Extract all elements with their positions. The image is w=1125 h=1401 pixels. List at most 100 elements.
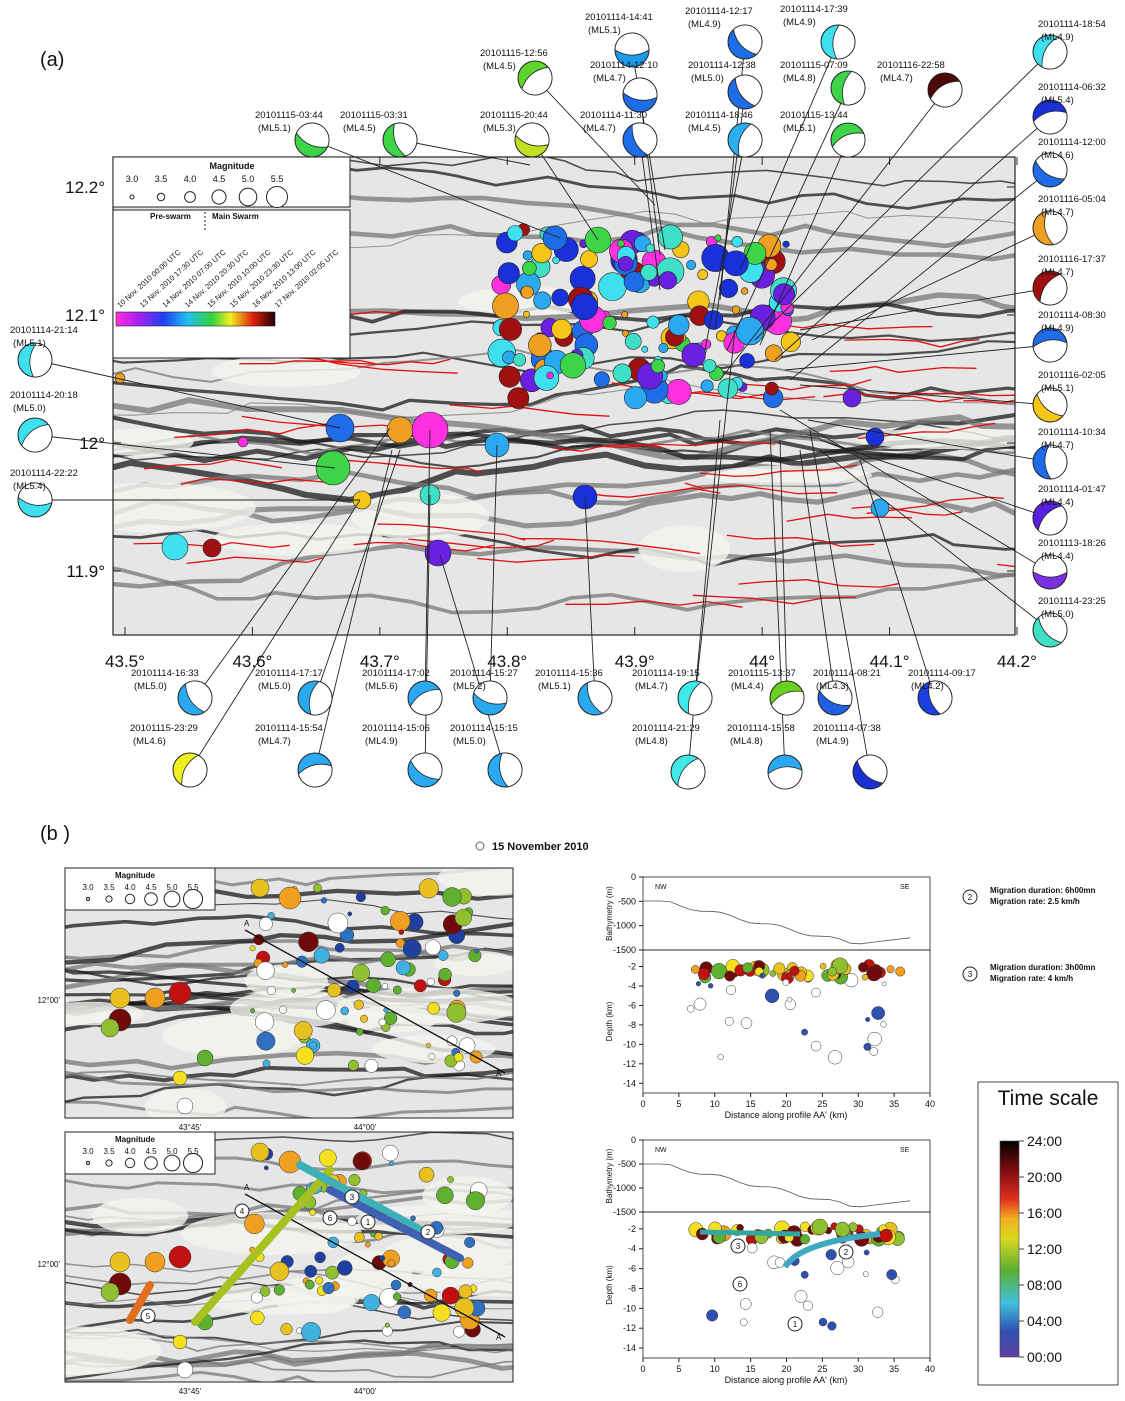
legend-phase: Pre-swarm [150, 212, 191, 221]
seafloor-ridge [65, 921, 513, 965]
event-label: 20101114-08:30 [1038, 310, 1106, 321]
fault-line [786, 513, 912, 522]
x-tick-label: 43.9° [615, 652, 655, 671]
earthquake [617, 239, 625, 248]
focal-mechanism-dilatation [856, 754, 888, 784]
y-tick-label: -8 [628, 1020, 636, 1030]
migration-duration: Migration duration: 6h00mn [990, 886, 1095, 895]
hypocenter [769, 970, 777, 977]
legend-symbol [105, 1159, 113, 1167]
legend-label: 5.0 [242, 174, 255, 184]
event-magnitude: (ML4.2) [911, 681, 944, 692]
smooth-plateau [212, 523, 384, 556]
colorbar-label: 20:00 [1027, 1169, 1062, 1185]
legend-label: 5.5 [271, 174, 284, 184]
fault-line [857, 422, 996, 440]
earthquake [382, 1144, 399, 1162]
panel-label: (a) [40, 49, 64, 71]
event-magnitude: (ML4.4) [731, 681, 764, 692]
fault-line [738, 579, 899, 588]
earthquake [719, 278, 739, 298]
bathymetry-map: A A' Magnitude 3.0 3.5 4.0 4.5 5.0 5.5 [65, 868, 513, 1118]
earthquake [622, 329, 629, 337]
legend-label: 3.5 [103, 883, 115, 892]
earthquake [352, 1152, 371, 1170]
leader-line [399, 139, 531, 166]
hypocenter [861, 973, 869, 981]
focal-mechanism-dilatation [410, 752, 443, 780]
earthquake [723, 250, 749, 277]
event-magnitude: (ML5.3) [483, 123, 516, 134]
earthquake [304, 1264, 318, 1278]
leader-line [784, 344, 1051, 371]
event-magnitude: (ML5.0) [134, 681, 167, 692]
event-label: 20101114-12:00 [1038, 137, 1106, 148]
leader-line [34, 434, 336, 469]
seafloor-ridge [113, 415, 1015, 462]
y-tick-label: 0 [631, 872, 636, 882]
event-label: 20101114-12:17 [685, 6, 753, 17]
event-label: 20101114-15:27 [450, 668, 518, 679]
earthquake [413, 979, 427, 993]
hypocenter [789, 965, 800, 976]
earthquake [144, 1251, 166, 1273]
x-tick-label: 15 [746, 1099, 756, 1109]
hypocenter [818, 1317, 828, 1327]
colorbar-label: 04:00 [1027, 1313, 1062, 1329]
focal-mechanism-dilatation [409, 689, 443, 716]
y-axis-label: Bathymetry (m) [605, 1148, 614, 1203]
section-end: NW [655, 884, 667, 891]
earthquake [381, 982, 389, 990]
event-magnitude: (ML4.8) [730, 736, 763, 747]
smooth-plateau [113, 428, 194, 456]
y-tick-label: -6 [628, 1264, 636, 1274]
earthquake [764, 344, 783, 363]
earthquake [646, 315, 660, 329]
focal-mechanism-dilatation [687, 681, 713, 716]
x-tick-label: 30 [853, 1099, 863, 1109]
migration-marker [322, 1210, 338, 1226]
hypocenter [690, 965, 700, 974]
migration-number: 3 [968, 970, 973, 979]
leader-line [819, 439, 1051, 519]
legend-symbol [211, 189, 227, 205]
migration-number: 1 [793, 1320, 798, 1329]
event-label: 20101114-15:36 [535, 668, 603, 679]
hypocenter [697, 967, 711, 981]
event-label: 20101114-17:02 [362, 668, 430, 679]
earthquake [418, 878, 439, 899]
earthquake [327, 912, 349, 934]
event-label: 20101114-01:47 [1038, 484, 1106, 495]
focal-mechanism-dilatation [1033, 110, 1068, 135]
legend-label: 5.5 [187, 883, 199, 892]
x-tick-label: 20 [781, 1099, 791, 1109]
earthquake [700, 379, 714, 393]
focal-mechanism-dilatation [631, 122, 658, 156]
earthquake [295, 1046, 315, 1065]
focal-mechanism-dilatation [928, 680, 953, 715]
hypocenter [858, 962, 869, 973]
y-tick-label: -10 [623, 1303, 636, 1313]
focal-mechanism-dilatation [17, 482, 53, 506]
event-magnitude: (ML4.6) [1041, 150, 1074, 161]
legend-title: Magnitude [210, 161, 255, 171]
leader-line [726, 87, 849, 351]
y-tick-label: -1000 [613, 1183, 636, 1193]
earthquake [432, 1267, 442, 1278]
migration-marker [732, 1276, 748, 1292]
y-tick-label: -500 [618, 896, 636, 906]
event-label: 20101114-16:33 [131, 668, 199, 679]
bathymetry-frame [642, 876, 931, 951]
earthquake [645, 243, 655, 254]
earthquake [390, 1279, 402, 1291]
leader-line [424, 429, 431, 699]
fault-line [377, 523, 526, 541]
earthquake [447, 1176, 454, 1183]
legend-label: 4.5 [213, 174, 226, 184]
focal-mechanism-dilatation [21, 424, 53, 453]
focal-mechanism-dilatation [1041, 36, 1068, 70]
fault-line [143, 458, 283, 470]
colorbar-label: 12:00 [1027, 1241, 1062, 1257]
hypocenter [802, 1300, 813, 1311]
leader-line [807, 419, 1051, 463]
